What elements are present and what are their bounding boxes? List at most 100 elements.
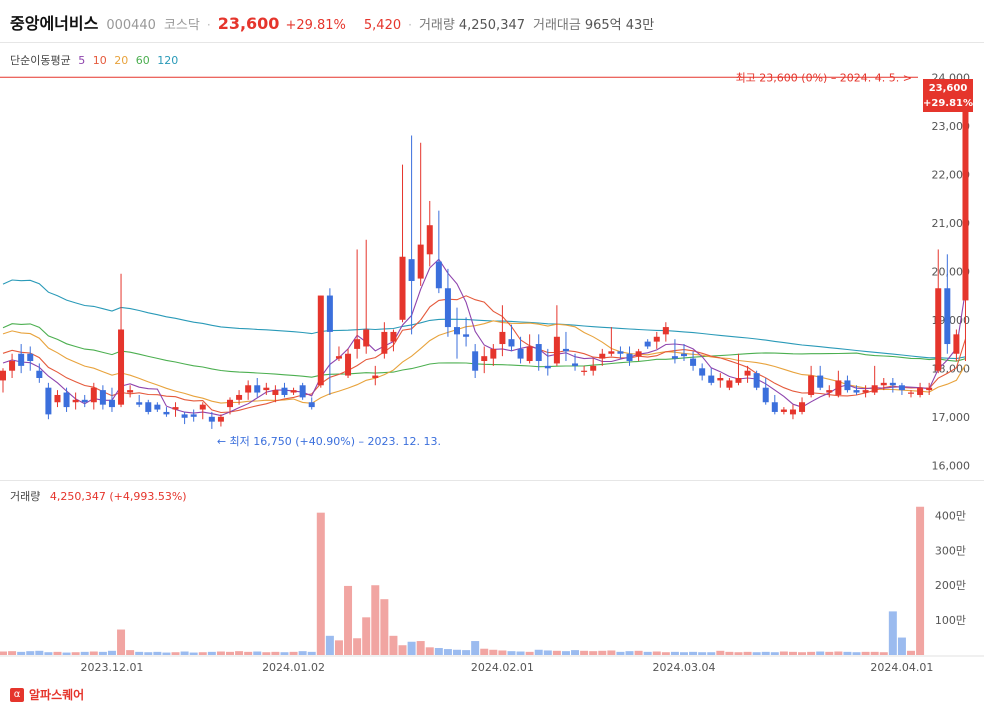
candle-body: [644, 341, 651, 347]
volume-bar: [852, 652, 861, 655]
volume-bar: [634, 650, 643, 655]
candle-body: [9, 361, 16, 371]
ma-60-label: 60: [135, 54, 150, 67]
volume-bar: [407, 641, 416, 655]
ma-legend[interactable]: 단순이동평균 5 10 20 60 120: [10, 52, 182, 68]
candle-body: [817, 375, 824, 388]
volume-bar: [471, 641, 480, 655]
stock-header: 중앙에너비스 000440 코스닥 · 23,600 +29.81% 5,420…: [10, 10, 654, 36]
volume-bar: [398, 645, 407, 655]
volume-bar: [516, 651, 525, 655]
volume-bar: [834, 651, 843, 655]
volume-bar: [543, 650, 552, 655]
volume-bar: [117, 629, 126, 655]
volume-bar: [280, 652, 289, 655]
volume-bar: [607, 650, 616, 655]
candle-body: [490, 348, 497, 359]
candle-body: [372, 375, 379, 378]
volume-bar: [907, 650, 915, 655]
candle-body: [99, 390, 106, 405]
volume-bar: [62, 652, 71, 655]
volume-bar: [689, 651, 698, 655]
candle-body: [181, 414, 188, 418]
volume-bar: [743, 651, 752, 655]
volume-bar: [625, 651, 634, 655]
volume-bar: [144, 652, 153, 655]
volume-bar: [244, 651, 253, 655]
volume-bar: [126, 650, 135, 655]
volume-legend-value: 4,250,347 (+4,993.53%): [49, 490, 187, 503]
candle-body: [127, 390, 134, 393]
candle-body: [871, 385, 878, 393]
volume-bar: [26, 651, 35, 655]
candle-body: [671, 356, 678, 359]
volume-bar: [561, 651, 570, 655]
volume-bar: [534, 649, 543, 655]
volume-bar: [307, 651, 316, 655]
candle-body: [944, 288, 951, 345]
volume-bar: [525, 651, 534, 655]
volume-bar: [698, 652, 707, 655]
footer-brand[interactable]: α 알파스퀘어: [10, 686, 84, 703]
candle-body: [454, 327, 460, 335]
change-amount: 5,420: [363, 18, 402, 33]
candle-body: [626, 353, 633, 362]
volume-bar: [153, 651, 162, 655]
volume-bar: [770, 652, 779, 655]
volume-bar: [189, 652, 198, 655]
candle-body: [699, 368, 706, 376]
volume-bar: [425, 647, 434, 655]
candle-body: [535, 344, 542, 362]
x-axis-tick-label: 2024.04.01: [870, 661, 933, 674]
candle-body: [335, 356, 342, 359]
candle-body: [36, 370, 43, 378]
volume-bar: [226, 651, 234, 655]
candle-body: [853, 390, 860, 393]
price-axis-tick-label: 17,000: [932, 411, 971, 424]
candle-body: [544, 365, 551, 369]
separator-dot: ·: [206, 18, 211, 32]
candle-body: [653, 336, 660, 342]
candle-body: [635, 351, 642, 357]
candle-body: [90, 387, 97, 403]
volume-bar: [462, 650, 471, 655]
x-axis-tick-label: 2023.12.01: [80, 661, 143, 674]
candle-body: [217, 416, 224, 422]
volume-bar: [416, 641, 425, 655]
candle-body: [572, 363, 579, 366]
candle-body: [953, 334, 960, 354]
volume-bar: [325, 635, 334, 655]
alphasquare-logo-icon: α: [10, 687, 24, 702]
ma-legend-title: 단순이동평균: [10, 54, 71, 67]
candle-body: [408, 259, 415, 281]
candle-body: [889, 382, 896, 386]
volume-bar: [489, 649, 498, 655]
candle-body: [926, 387, 933, 391]
price-chart[interactable]: 16,00017,00018,00019,00020,00021,00022,0…: [0, 0, 984, 680]
volume-bar: [643, 651, 652, 655]
volume-legend-label: 거래량: [10, 490, 41, 503]
candle-body: [862, 390, 869, 393]
volume-bar: [334, 640, 343, 655]
volume-bar: [680, 652, 688, 655]
candle-body: [72, 399, 79, 403]
high-annotation: 최고 23,600 (0%) – 2024. 4. 5. >: [736, 71, 912, 84]
volume-bar: [44, 652, 53, 655]
volume-bar: [707, 652, 716, 655]
volume-label: 거래량: [418, 18, 455, 33]
price-axis-tick-label: 21,000: [932, 217, 971, 230]
candle-body: [898, 385, 905, 391]
stock-code: 000440: [106, 18, 156, 33]
volume-bar: [861, 651, 870, 655]
volume-bar: [298, 651, 307, 655]
volume-bar: [271, 651, 280, 655]
volume-bar: [0, 651, 7, 655]
x-axis-tick-label: 2024.01.02: [262, 661, 325, 674]
candle-body: [508, 339, 515, 347]
candle-body: [499, 331, 506, 345]
volume-bar: [779, 651, 788, 655]
candle-body: [290, 390, 297, 393]
volume-bar: [589, 651, 598, 655]
candle-body: [63, 392, 70, 408]
candle-body: [199, 404, 206, 410]
